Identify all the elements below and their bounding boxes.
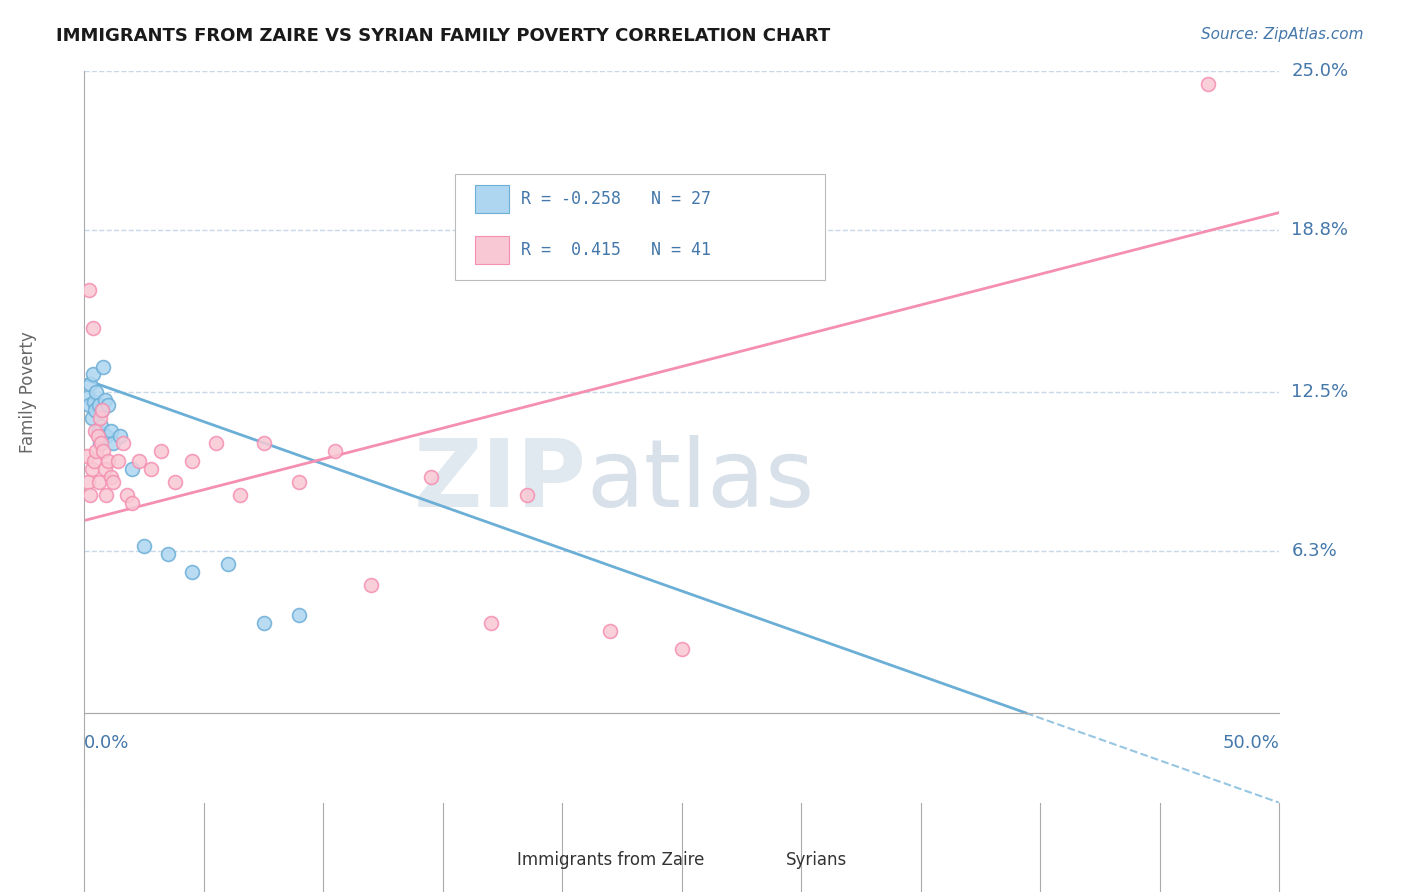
- Point: [101, 475, 124, 489]
- Point: [94, 429, 117, 443]
- Point: [86, 424, 108, 438]
- Point: [516, 488, 538, 502]
- Text: atlas: atlas: [586, 435, 814, 527]
- Point: [165, 475, 187, 489]
- Text: R = -0.258   N = 27: R = -0.258 N = 27: [520, 190, 710, 208]
- FancyBboxPatch shape: [748, 849, 778, 871]
- Point: [80, 462, 103, 476]
- Point: [420, 470, 443, 484]
- Point: [90, 436, 112, 450]
- Point: [111, 436, 134, 450]
- FancyBboxPatch shape: [479, 849, 509, 871]
- Point: [100, 470, 122, 484]
- Text: 25.0%: 25.0%: [1292, 62, 1348, 80]
- Text: R =  0.415   N = 41: R = 0.415 N = 41: [520, 241, 710, 259]
- Point: [141, 462, 163, 476]
- Point: [79, 488, 101, 502]
- Point: [360, 577, 382, 591]
- Point: [86, 385, 108, 400]
- Point: [288, 608, 311, 623]
- Point: [288, 475, 311, 489]
- Text: IMMIGRANTS FROM ZAIRE VS SYRIAN FAMILY POVERTY CORRELATION CHART: IMMIGRANTS FROM ZAIRE VS SYRIAN FAMILY P…: [56, 27, 831, 45]
- Point: [110, 429, 132, 443]
- Point: [87, 398, 110, 412]
- Text: Source: ZipAtlas.com: Source: ZipAtlas.com: [1201, 27, 1364, 42]
- Text: Syrians: Syrians: [786, 851, 848, 869]
- Text: Immigrants from Zaire: Immigrants from Zaire: [517, 851, 704, 869]
- Point: [80, 410, 103, 425]
- Point: [157, 547, 180, 561]
- Point: [132, 539, 156, 553]
- Point: [91, 403, 114, 417]
- Point: [97, 398, 120, 412]
- Point: [91, 403, 114, 417]
- Point: [107, 454, 129, 468]
- Point: [128, 454, 150, 468]
- Point: [181, 565, 204, 579]
- Point: [86, 429, 108, 443]
- Point: [93, 462, 115, 476]
- FancyBboxPatch shape: [456, 174, 825, 280]
- Point: [217, 557, 239, 571]
- Point: [93, 359, 115, 374]
- Point: [77, 398, 100, 412]
- Point: [94, 488, 117, 502]
- Point: [77, 475, 100, 489]
- Point: [86, 444, 108, 458]
- Point: [89, 436, 111, 450]
- Point: [149, 444, 172, 458]
- Point: [77, 283, 100, 297]
- Point: [87, 475, 110, 489]
- Text: 0.0%: 0.0%: [84, 733, 129, 751]
- Point: [121, 495, 143, 509]
- Point: [97, 454, 120, 468]
- Point: [84, 424, 107, 438]
- Text: Family Poverty: Family Poverty: [18, 331, 37, 453]
- Point: [1197, 77, 1219, 91]
- FancyBboxPatch shape: [475, 185, 509, 212]
- Point: [77, 390, 100, 404]
- Point: [599, 624, 621, 638]
- Point: [93, 392, 115, 407]
- Point: [101, 436, 124, 450]
- Text: 12.5%: 12.5%: [1292, 384, 1348, 401]
- Point: [76, 450, 98, 464]
- Point: [79, 377, 101, 392]
- Point: [100, 424, 122, 438]
- Point: [93, 444, 115, 458]
- Text: ZIP: ZIP: [413, 435, 586, 527]
- Point: [90, 418, 112, 433]
- Point: [121, 462, 143, 476]
- Point: [229, 488, 252, 502]
- Point: [181, 454, 204, 468]
- Point: [253, 616, 276, 631]
- Point: [325, 444, 347, 458]
- FancyBboxPatch shape: [475, 235, 509, 264]
- Point: [205, 436, 228, 450]
- Point: [84, 403, 107, 417]
- Point: [83, 395, 105, 409]
- Point: [89, 410, 111, 425]
- Point: [671, 641, 693, 656]
- Point: [82, 368, 104, 382]
- Point: [253, 436, 276, 450]
- Point: [479, 616, 502, 631]
- Text: 18.8%: 18.8%: [1292, 221, 1348, 239]
- Point: [83, 454, 105, 468]
- Point: [82, 321, 104, 335]
- Point: [117, 488, 139, 502]
- Text: 6.3%: 6.3%: [1292, 542, 1337, 560]
- Text: 50.0%: 50.0%: [1223, 733, 1279, 751]
